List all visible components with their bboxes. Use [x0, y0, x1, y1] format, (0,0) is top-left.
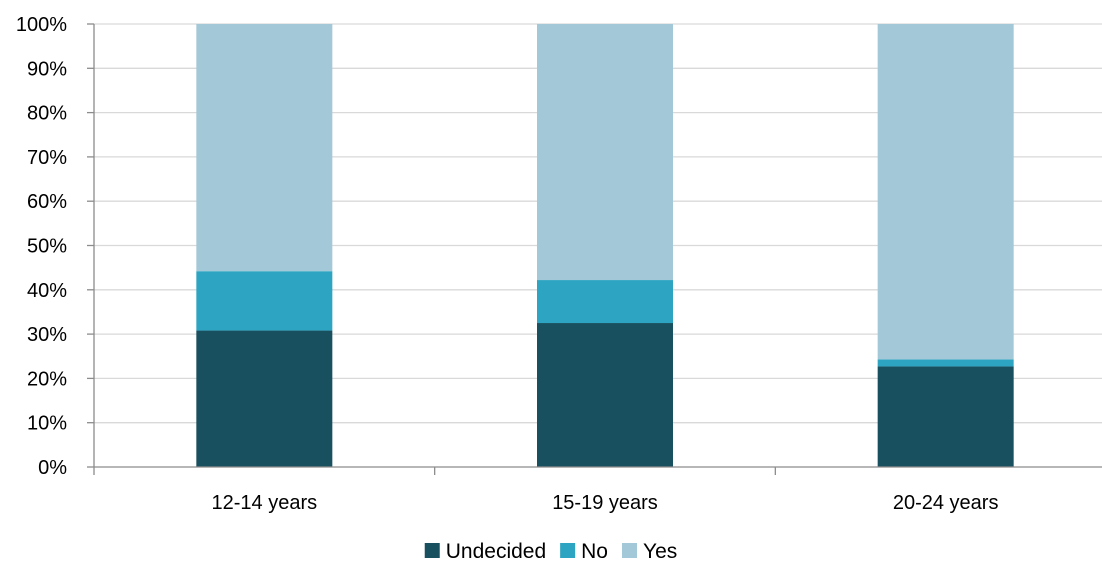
legend-label-undecided: Undecided [446, 540, 546, 563]
y-tick-label: 50% [27, 236, 67, 258]
legend-label-no: No [581, 540, 608, 563]
axes: 0% 10% 20% 30% 40% 50% 60% 70% 80% 90% 100% 12-14 y… [16, 14, 1102, 514]
x-tick-label: 15-19 years [552, 492, 658, 514]
legend-swatch-undecided [424, 543, 440, 558]
y-tick-label: 90% [27, 58, 67, 80]
bars [196, 24, 1014, 467]
bar-undecided-3 [877, 366, 1014, 467]
legend-swatch-no [560, 543, 576, 558]
y-tick-label: 30% [27, 324, 67, 346]
bar-undecided-2 [537, 323, 673, 467]
legend-swatch-yes [622, 543, 637, 558]
y-tick-label: 20% [27, 368, 67, 390]
x-tick-label: 20-24 years [893, 492, 999, 514]
legend: Undecided No Yes [424, 540, 677, 563]
bar-yes-3 [877, 24, 1014, 360]
y-tick-label: 40% [27, 280, 67, 302]
legend-label-yes: Yes [643, 540, 677, 563]
bar-no-3 [877, 359, 1014, 367]
bar-no-1 [196, 271, 333, 331]
y-tick-label: 80% [27, 103, 67, 125]
y-tick-label: 60% [27, 191, 67, 213]
x-tick-label: 12-14 years [212, 492, 318, 514]
y-tick-label: 10% [27, 413, 67, 435]
bar-no-2 [537, 280, 673, 324]
y-tick-label: 100% [16, 14, 67, 36]
bar-yes-2 [537, 24, 673, 281]
y-tick-label: 0% [38, 457, 67, 479]
y-tick-label: 70% [27, 147, 67, 169]
bar-yes-1 [196, 24, 333, 272]
bar-undecided-1 [196, 330, 333, 467]
